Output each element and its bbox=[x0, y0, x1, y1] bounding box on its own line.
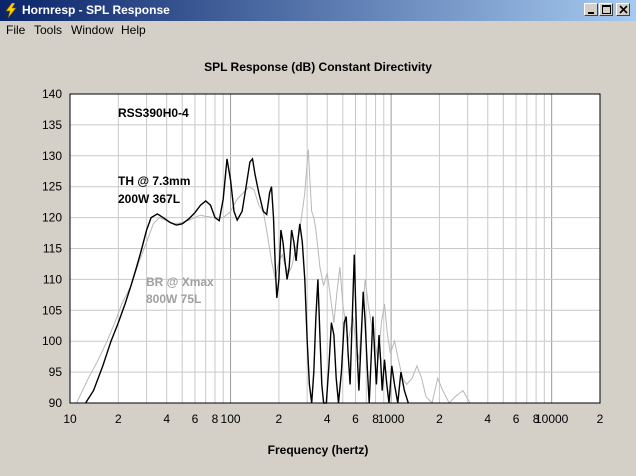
x-tick-label: 10000 bbox=[535, 412, 569, 426]
menu-file[interactable]: File bbox=[6, 23, 26, 37]
chart-annotation: RSS390H0-4 bbox=[118, 106, 189, 120]
y-tick-label: 125 bbox=[42, 180, 62, 194]
menu-help[interactable]: Help bbox=[121, 23, 146, 37]
close-icon bbox=[619, 5, 628, 14]
chart-title: SPL Response (dB) Constant Directivity bbox=[204, 60, 432, 74]
minimize-button[interactable] bbox=[584, 3, 598, 16]
x-tick-label: 8 bbox=[372, 412, 379, 426]
menu-tools[interactable]: Tools bbox=[34, 23, 63, 37]
x-axis-label: Frequency (hertz) bbox=[267, 443, 369, 457]
title-bar: Hornresp - SPL Response bbox=[0, 0, 636, 21]
x-tick-label: 2 bbox=[115, 412, 122, 426]
x-tick-label: 2 bbox=[436, 412, 443, 426]
y-tick-label: 95 bbox=[49, 365, 63, 379]
x-tick-label: 4 bbox=[163, 412, 170, 426]
window-title: Hornresp - SPL Response bbox=[22, 3, 170, 17]
minimize-icon bbox=[588, 12, 594, 14]
plot-frame bbox=[69, 93, 601, 404]
y-tick-label: 135 bbox=[42, 118, 62, 132]
y-tick-label: 120 bbox=[42, 211, 62, 225]
close-button[interactable] bbox=[616, 3, 630, 16]
series-line-th bbox=[85, 157, 409, 404]
x-tick-label: 6 bbox=[513, 412, 520, 426]
series-line-br bbox=[76, 149, 479, 405]
x-tick-label: 4 bbox=[324, 412, 331, 426]
y-tick-label: 115 bbox=[43, 242, 62, 256]
y-tick-label: 100 bbox=[42, 334, 62, 348]
x-tick-label: 2 bbox=[276, 412, 283, 426]
x-tick-label: 1000 bbox=[378, 412, 405, 426]
y-tick-label: 105 bbox=[42, 303, 62, 317]
x-tick-label: 6 bbox=[352, 412, 359, 426]
x-tick-label: 6 bbox=[192, 412, 199, 426]
maximize-icon bbox=[602, 5, 611, 14]
x-tick-label: 8 bbox=[533, 412, 540, 426]
chart-annotation: 800W 75L bbox=[146, 292, 201, 306]
x-tick-label: 8 bbox=[212, 412, 219, 426]
menu-window[interactable]: Window bbox=[71, 23, 114, 37]
x-tick-label: 100 bbox=[221, 412, 241, 426]
y-tick-label: 140 bbox=[42, 87, 62, 101]
chart-annotation: TH @ 7.3mm bbox=[118, 174, 190, 188]
y-tick-label: 90 bbox=[49, 396, 63, 410]
maximize-button[interactable] bbox=[599, 3, 613, 16]
hornresp-app-icon bbox=[5, 3, 17, 18]
y-tick-label: 130 bbox=[42, 149, 62, 163]
chart-annotation: BR @ Xmax bbox=[146, 275, 214, 289]
menu-bar: File Tools Window Help bbox=[0, 21, 636, 40]
x-tick-label: 4 bbox=[484, 412, 491, 426]
y-tick-label: 110 bbox=[43, 272, 62, 286]
x-tick-label: 10 bbox=[63, 412, 77, 426]
x-tick-label: 2 bbox=[597, 412, 604, 426]
chart-annotation: 200W 367L bbox=[118, 192, 180, 206]
